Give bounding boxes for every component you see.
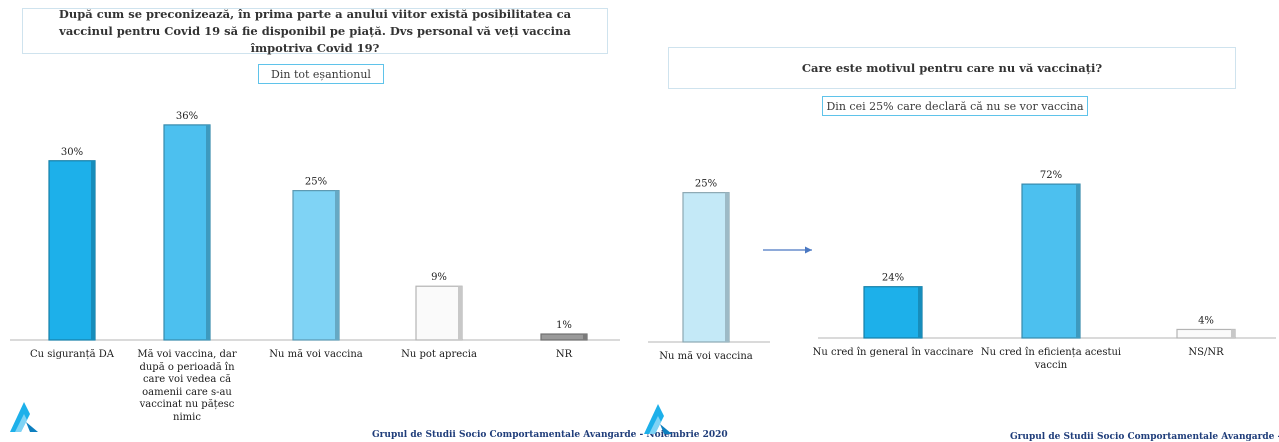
chart-1-category-label-0: Nu mă voi vaccina <box>659 351 753 362</box>
chart-2-bar-rect-0 <box>863 286 923 339</box>
chart-1-data-label-0: 25% <box>695 179 717 190</box>
left-base-box: Din tot eșantionul <box>258 64 384 84</box>
chart-0-bar-4 <box>540 333 588 341</box>
right-base-box: Din cei 25% care declară că nu se vor va… <box>822 96 1088 116</box>
right-footer: Grupul de Studii Socio Comportamentale A… <box>1010 432 1279 442</box>
chart-0-data-label-3: 9% <box>431 272 447 283</box>
chart-2-category-label-0: Nu cred în general în vaccinare <box>812 347 974 358</box>
chart-0-data-label-1: 36% <box>176 111 198 122</box>
chart-0-bar-edge-1 <box>206 124 210 341</box>
chart-0-bar-edge-4 <box>583 334 587 340</box>
right-question-box: Care este motivul pentru care nu vă vacc… <box>668 47 1236 89</box>
chart-1-bar-0 <box>682 192 730 343</box>
chart-0-bar-1 <box>163 124 211 341</box>
chart-1-bar-edge-0 <box>725 192 729 342</box>
chart-2-bar-edge-0 <box>918 286 922 338</box>
chart-2-bar-2 <box>1176 328 1236 339</box>
chart-2-category-label-1: Nu cred în eficiența acestui vaccin <box>980 347 1122 371</box>
left-question-text: După cum se preconizează, în prima parte… <box>58 6 572 55</box>
chart-0-bar-rect-4 <box>540 333 588 341</box>
left-base-text: Din tot eșantionul <box>271 67 371 81</box>
chart-2-data-label-2: 4% <box>1198 315 1214 326</box>
right-arrow-icon <box>763 246 812 254</box>
chart-0-bar-rect-3 <box>415 285 463 341</box>
chart-0-category-label-0: Cu siguranță DA <box>29 349 115 360</box>
right-chart-panel: Care este motivul pentru care nu vă vacc… <box>640 0 1279 442</box>
right-question-text: Care este motivul pentru care nu vă vacc… <box>801 60 1103 75</box>
chart-1-bar-rect-0 <box>682 192 730 343</box>
chart-0-bar-3 <box>415 285 463 341</box>
chart-0-bar-edge-0 <box>91 160 95 340</box>
chart-2-data-label-1: 72% <box>1040 170 1062 181</box>
chart-0-bar-rect-0 <box>48 160 96 341</box>
chart-0-data-label-0: 30% <box>61 147 83 158</box>
left-bar-chart: 30% 36% 25% 9% 1% <box>10 111 620 341</box>
chart-2-data-label-0: 24% <box>882 273 904 284</box>
left-footer: Grupul de Studii Socio Comportamentale A… <box>372 430 728 440</box>
chart-0-bar-0 <box>48 160 96 341</box>
chart-0-category-label-4: NR <box>555 349 573 360</box>
chart-0-bar-edge-2 <box>335 190 339 340</box>
chart-0-data-label-4: 1% <box>556 320 572 331</box>
chart-2-category-label-2: NS/NR <box>1188 347 1224 358</box>
chart-0-bar-rect-1 <box>163 124 211 341</box>
chart-0-category-label-3: Nu pot aprecia <box>401 349 477 360</box>
chart-2-bar-1 <box>1021 183 1081 339</box>
chart-0-category-label-1: Mă voi vaccina, dar după o perioadă în c… <box>137 349 237 423</box>
chart-2-bar-edge-2 <box>1231 329 1235 338</box>
chart-2-bar-rect-1 <box>1021 183 1081 339</box>
chart-2-bar-edge-1 <box>1076 184 1080 338</box>
chart-0-data-label-2: 25% <box>305 177 327 188</box>
chart-0-category-label-2: Nu mă voi vaccina <box>269 349 363 360</box>
chart-0-bar-edge-3 <box>458 286 462 340</box>
chart-2-bar-0 <box>863 286 923 339</box>
left-chart-panel: După cum se preconizează, în prima parte… <box>0 0 728 440</box>
left-question-box: După cum se preconizează, în prima parte… <box>22 6 608 55</box>
right-bar-chart: 25% 24% 72% 4% <box>648 170 1276 343</box>
chart-0-bar-rect-2 <box>292 190 340 341</box>
chart-2-bar-rect-2 <box>1176 328 1236 339</box>
chart-0-bar-2 <box>292 190 340 341</box>
right-base-text: Din cei 25% care declară că nu se vor va… <box>826 99 1084 113</box>
